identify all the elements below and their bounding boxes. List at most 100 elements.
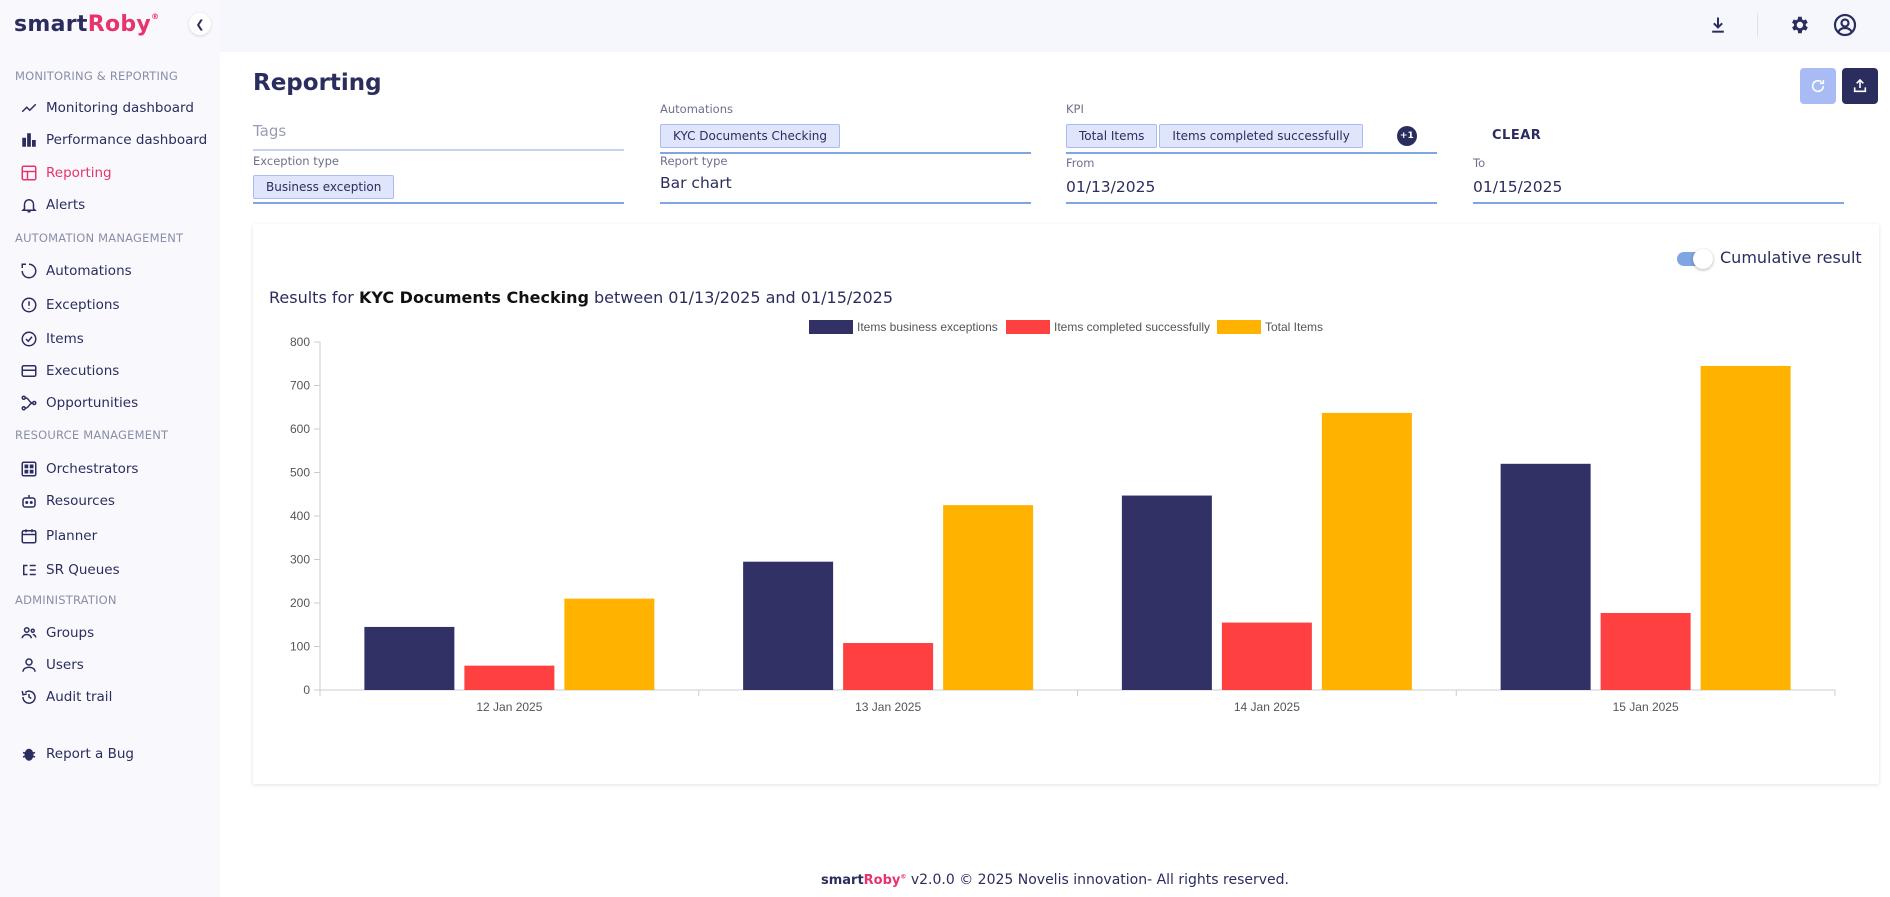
automation-chip[interactable]: KYC Documents Checking: [660, 124, 841, 148]
account-icon: [1833, 13, 1857, 37]
main-content: Reporting Tags Automations KYC Documents…: [220, 52, 1890, 897]
sidebar-item-label: Items: [46, 331, 84, 347]
sidebar-item-label: Planner: [46, 528, 98, 544]
gear-icon: [1792, 16, 1808, 34]
sidebar-item-label: Performance dashboard: [46, 132, 208, 148]
bar: [843, 643, 934, 690]
download-icon: [1712, 17, 1724, 33]
sidebar-item-sr-queues[interactable]: SR Queues: [20, 559, 120, 581]
sidebar-item-items[interactable]: Items: [20, 328, 84, 350]
sidebar-item-groups[interactable]: Groups: [20, 622, 94, 644]
toggle-knob: [1693, 249, 1713, 269]
sidebar-item-planner[interactable]: Planner: [20, 525, 97, 547]
page-title: Reporting: [253, 70, 382, 96]
layout-icon: [20, 164, 38, 182]
sidebar-item-monitoring-dashboard[interactable]: Monitoring dashboard: [20, 97, 194, 119]
bar: [1221, 622, 1312, 690]
branch-icon: [20, 394, 38, 412]
sidebar-item-alerts[interactable]: Alerts: [20, 194, 85, 216]
sidebar-item-automations[interactable]: Automations: [20, 260, 132, 282]
bar: [1121, 495, 1212, 690]
bar: [943, 505, 1034, 690]
y-tick-label: 100: [290, 640, 310, 654]
sidebar-item-exceptions[interactable]: Exceptions: [20, 294, 119, 316]
sidebar-item-label: Resources: [46, 493, 115, 509]
sidebar-item-label: Orchestrators: [46, 461, 139, 477]
y-tick-label: 400: [290, 509, 310, 523]
sidebar-item-audit-trail[interactable]: Audit trail: [20, 686, 112, 708]
result-title-range: between 01/13/2025 and 01/15/2025: [594, 288, 893, 307]
refresh-button[interactable]: [1800, 68, 1836, 104]
bar: [564, 598, 655, 690]
queue-icon: [20, 561, 38, 579]
refresh-icon: [1811, 79, 1825, 93]
download-button[interactable]: [1705, 12, 1731, 38]
y-tick-label: 700: [290, 379, 310, 393]
sidebar-item-label: Users: [46, 657, 84, 673]
exception-type-chip[interactable]: Business exception: [253, 175, 395, 199]
from-label: From: [1066, 156, 1095, 170]
legend-label: Total Items: [1265, 320, 1323, 334]
footer: smartRoby® v2.0.0 © 2025 Novelis innovat…: [220, 872, 1890, 888]
from-date-field[interactable]: From 01/13/2025: [1066, 156, 1437, 206]
from-value: 01/13/2025: [1066, 178, 1156, 196]
settings-button[interactable]: [1786, 12, 1812, 38]
check-circle-icon: [20, 330, 38, 348]
result-title-prefix: Results for: [269, 288, 354, 307]
bar: [1321, 412, 1412, 690]
sidebar-item-label: Exceptions: [46, 297, 120, 313]
x-tick-label: 13 Jan 2025: [855, 700, 921, 714]
clear-button[interactable]: CLEAR: [1492, 128, 1542, 143]
kpi-more-badge[interactable]: +1: [1396, 126, 1417, 146]
chevron-left-icon: ❮: [195, 17, 205, 31]
x-tick-label: 12 Jan 2025: [476, 700, 542, 714]
robot-icon: [20, 492, 38, 510]
exception-type-field[interactable]: Exception type Business exception: [253, 154, 624, 206]
x-tick-label: 14 Jan 2025: [1234, 700, 1300, 714]
tags-field[interactable]: Tags: [253, 122, 624, 158]
to-date-field[interactable]: To 01/15/2025: [1473, 156, 1844, 206]
kpi-chip-total-items[interactable]: Total Items: [1066, 124, 1158, 148]
y-tick-label: 500: [290, 466, 310, 480]
sidebar-item-users[interactable]: Users: [20, 654, 84, 676]
sidebar-item-label: Executions: [46, 363, 120, 379]
y-tick-label: 600: [290, 422, 310, 436]
kpi-chip-completed[interactable]: Items completed successfully: [1159, 124, 1363, 148]
report-type-field[interactable]: Report type Bar chart: [660, 154, 1031, 206]
bar-chart: Items business exceptions Items completed…: [290, 320, 1836, 714]
to-label: To: [1473, 156, 1486, 170]
grid-icon: [20, 460, 38, 478]
sidebar-item-report-bug[interactable]: Report a Bug: [20, 743, 134, 765]
account-button[interactable]: [1832, 12, 1858, 38]
sidebar-collapse-button[interactable]: ❮: [189, 13, 211, 35]
bar-chart-icon: [20, 131, 38, 149]
sidebar-item-reporting[interactable]: Reporting: [20, 162, 112, 184]
bar: [1600, 613, 1691, 690]
kpi-label: KPI: [1066, 102, 1084, 116]
sidebar-item-executions[interactable]: Executions: [20, 360, 119, 382]
sidebar-item-orchestrators[interactable]: Orchestrators: [20, 458, 138, 480]
to-value: 01/15/2025: [1473, 178, 1563, 196]
from-underline: [1066, 202, 1437, 204]
legend-label: Items completed successfully: [1054, 320, 1210, 334]
bar: [364, 626, 455, 690]
result-title: Results for KYC Documents Checking betwe…: [269, 288, 893, 307]
legend-swatch: [1006, 320, 1050, 334]
sidebar-item-opportunities[interactable]: Opportunities: [20, 392, 138, 414]
app-logo[interactable]: smartRoby®: [14, 12, 160, 37]
sidebar-item-label: Groups: [46, 625, 95, 641]
sidebar-item-performance-dashboard[interactable]: Performance dashboard: [20, 129, 207, 151]
kpi-field[interactable]: KPI Total Items Items completed successf…: [1066, 102, 1437, 158]
sidebar-item-resources[interactable]: Resources: [20, 490, 115, 512]
section-title-automation: AUTOMATION MANAGEMENT: [15, 231, 184, 245]
report-type-underline: [660, 202, 1031, 204]
y-tick-label: 0: [303, 683, 310, 697]
automations-field[interactable]: Automations KYC Documents Checking: [660, 102, 1031, 158]
sidebar-item-label: Automations: [46, 263, 132, 279]
y-tick-label: 200: [290, 596, 310, 610]
sidebar-item-label: Alerts: [46, 197, 86, 213]
cumulative-toggle[interactable]: [1677, 249, 1713, 269]
export-button[interactable]: [1842, 68, 1878, 104]
footer-text: v2.0.0 © 2025 Novelis innovation- All ri…: [910, 872, 1289, 888]
bar: [1700, 365, 1791, 690]
